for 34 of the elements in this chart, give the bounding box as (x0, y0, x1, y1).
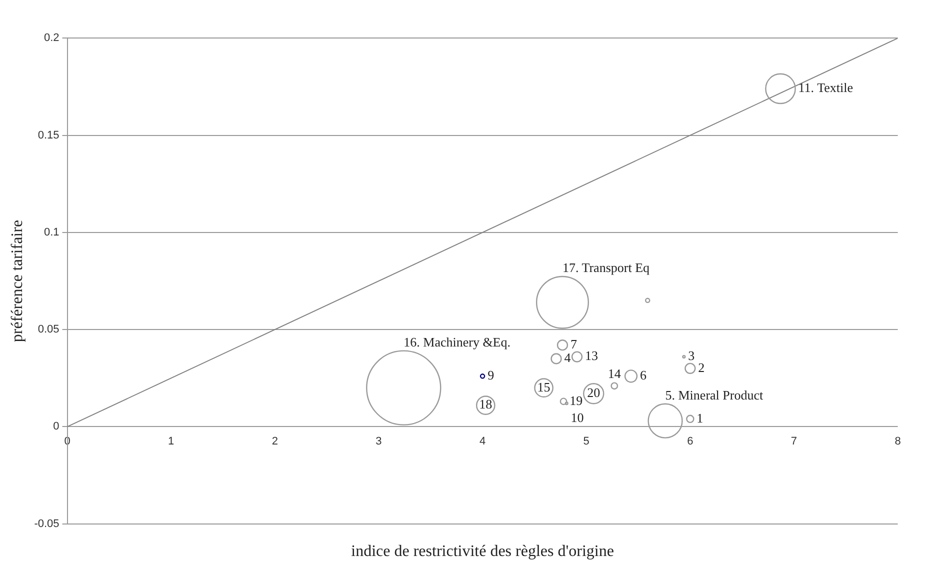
annotation: 19 (570, 392, 583, 408)
annotation: 15 (537, 379, 550, 394)
x-tick-label: 5 (583, 435, 590, 448)
y-tick-label: 0.2 (44, 32, 60, 44)
x-tick-label: 3 (376, 435, 382, 448)
x-tick-label: 7 (790, 435, 798, 448)
annotation: 17. Transport Eq (562, 260, 650, 275)
y-axis-title: préférence tarifaire (8, 220, 26, 342)
annotation: 10 (570, 410, 584, 425)
annotation: 2 (698, 360, 705, 375)
annotation: 16. Machinery &Eq. (404, 334, 511, 350)
x-axis-title: indice de restrictivité des règles d'origine (351, 543, 614, 560)
annotation: 5. Mineral Product (665, 387, 764, 402)
annotation: 7 (570, 336, 578, 352)
y-tick-label: -0.05 (34, 518, 60, 530)
annotation: 11. Textile (798, 80, 854, 96)
annotation: 13 (584, 348, 598, 364)
annotation: 9 (488, 368, 494, 383)
x-tick-label: 6 (687, 435, 694, 448)
annotation: 6 (640, 368, 647, 383)
annotation: 1 (696, 410, 704, 426)
y-tick-label: 0.1 (44, 226, 60, 238)
annotation: 20 (587, 385, 600, 400)
x-tick-label: 8 (894, 435, 901, 448)
x-tick-label: 4 (479, 435, 486, 448)
y-tick-label: 0 (53, 420, 60, 433)
annotation: 14 (608, 366, 622, 382)
y-tick-label: 0.15 (38, 129, 60, 142)
x-tick-label: 1 (168, 435, 174, 448)
annotation: 4 (564, 350, 572, 366)
x-tick-label: 2 (272, 435, 278, 448)
y-tick-label: 0.05 (38, 324, 60, 336)
annotation: 18 (479, 396, 492, 412)
annotation: 3 (688, 348, 695, 364)
